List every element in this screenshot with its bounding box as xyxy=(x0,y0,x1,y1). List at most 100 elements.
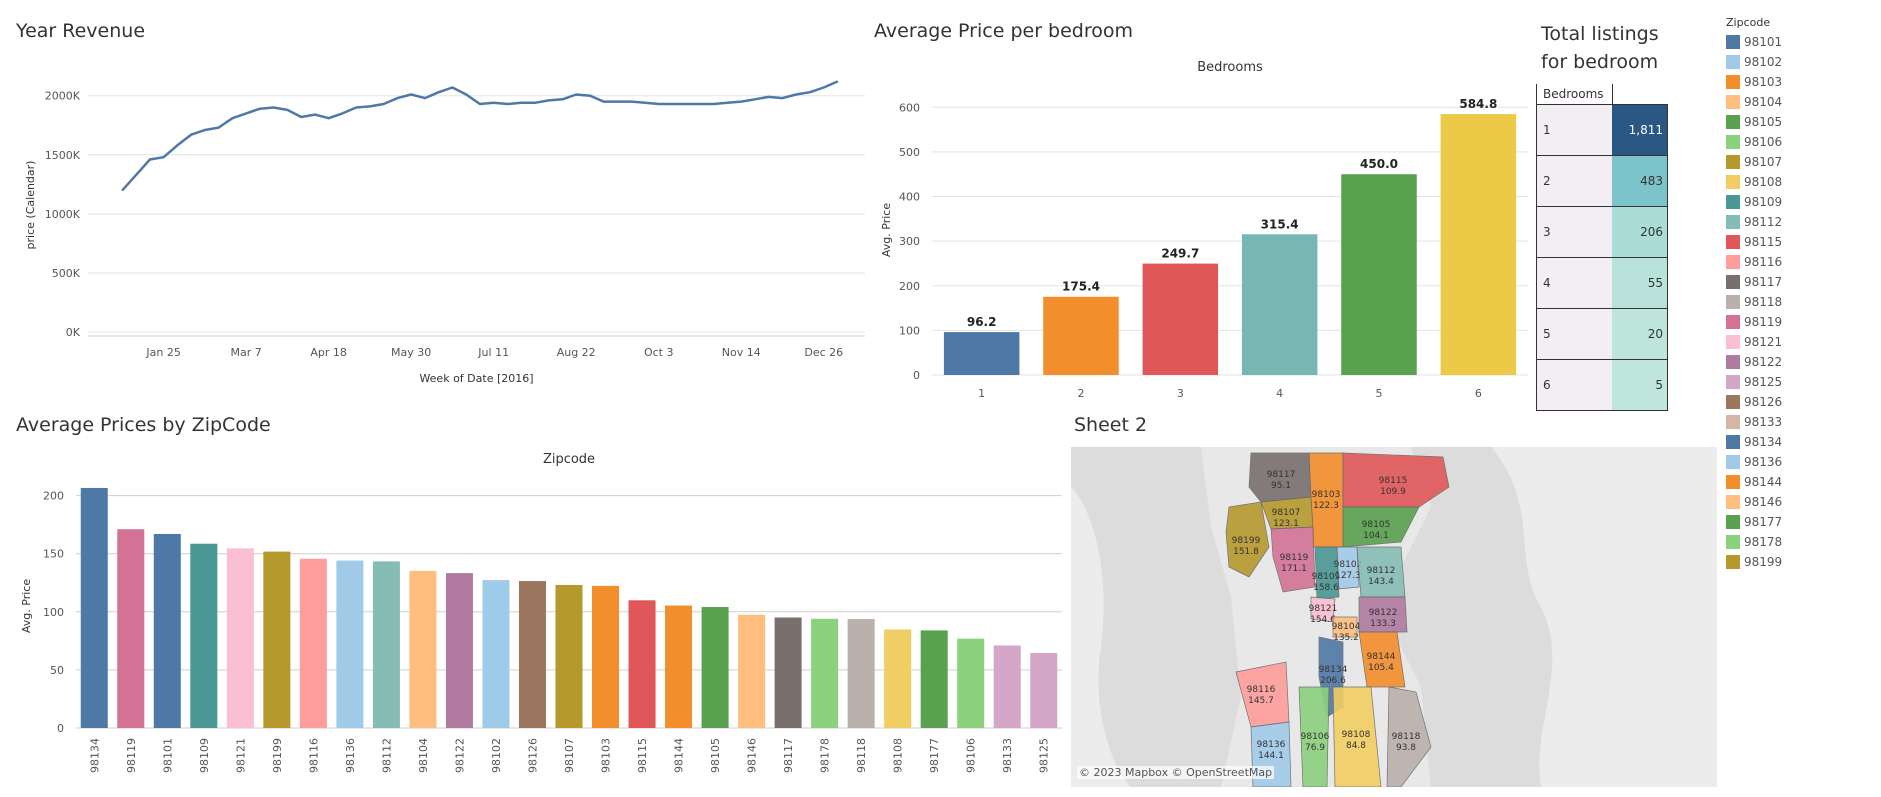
legend-item[interactable]: 98146 xyxy=(1726,492,1782,512)
zip-region[interactable] xyxy=(1225,501,1270,578)
revenue-point xyxy=(451,86,454,89)
zip-region-value: 151.8 xyxy=(1233,547,1259,557)
zip-region-value: 127.3 xyxy=(1335,571,1361,581)
revenue-point xyxy=(602,100,605,103)
legend-item[interactable]: 98109 xyxy=(1726,192,1782,212)
zip-bar xyxy=(920,630,948,728)
legend-item[interactable]: 98118 xyxy=(1726,292,1782,312)
legend-item[interactable]: 98121 xyxy=(1726,332,1782,352)
y-axis-label: Avg. Price xyxy=(880,203,893,257)
legend-item[interactable]: 98106 xyxy=(1726,132,1782,152)
legend-item[interactable]: 98108 xyxy=(1726,172,1782,192)
bedroom-bar xyxy=(943,332,1020,375)
bar-value-label: 96.2 xyxy=(967,315,997,329)
legend-item[interactable]: 98103 xyxy=(1726,72,1782,92)
listings-row: 1 1,811 xyxy=(1536,104,1668,156)
zip-region-value: 145.7 xyxy=(1248,696,1274,706)
listings-bedrooms-cell: 2 xyxy=(1536,155,1612,207)
total-listings-title: Total listings for bedroom xyxy=(1541,20,1659,76)
listings-count-cell: 20 xyxy=(1612,308,1668,360)
x-tick-label: 98107 xyxy=(563,738,576,773)
legend-label: 98121 xyxy=(1744,335,1783,349)
zip-region[interactable] xyxy=(1342,506,1420,548)
zip-bar xyxy=(117,529,145,728)
legend-label: 98177 xyxy=(1744,515,1783,529)
legend-item[interactable]: 98119 xyxy=(1726,312,1782,332)
avg-price-zip-title: Average Prices by ZipCode xyxy=(16,414,271,436)
legend-item[interactable]: 98101 xyxy=(1726,32,1782,52)
legend-item[interactable]: 98126 xyxy=(1726,392,1782,412)
zip-region[interactable] xyxy=(1314,546,1340,600)
legend-item[interactable]: 98102 xyxy=(1726,52,1782,72)
legend-label: 98103 xyxy=(1744,75,1783,89)
revenue-point xyxy=(135,174,137,176)
zip-region[interactable] xyxy=(1270,526,1316,593)
legend-swatch xyxy=(1726,375,1740,389)
y-tick-label: 200 xyxy=(43,490,64,503)
zip-bar xyxy=(555,584,583,728)
y-tick-label: 2000K xyxy=(45,90,81,103)
zip-region[interactable] xyxy=(1332,616,1358,638)
x-tick-label: 98106 xyxy=(965,738,978,773)
revenue-point xyxy=(176,144,179,147)
legend-item[interactable]: 98122 xyxy=(1726,352,1782,372)
zip-region[interactable] xyxy=(1358,631,1406,688)
legend-item[interactable]: 98177 xyxy=(1726,512,1782,532)
x-tick-label: 4 xyxy=(1276,387,1283,400)
zip-region[interactable] xyxy=(1336,546,1360,590)
listings-bedrooms-cell: 3 xyxy=(1536,206,1612,258)
y-tick-label: 500K xyxy=(52,267,81,280)
zip-bar xyxy=(190,543,218,728)
legend-item[interactable]: 98105 xyxy=(1726,112,1782,132)
legend-item[interactable]: 98104 xyxy=(1726,92,1782,112)
zip-region-value: 143.4 xyxy=(1368,577,1394,587)
zip-region-label: 98144 xyxy=(1367,652,1396,662)
legend-item[interactable]: 98117 xyxy=(1726,272,1782,292)
revenue-point xyxy=(547,99,550,102)
x-tick-label: 98134 xyxy=(88,738,101,773)
avg-price-bedroom-chart: Bedrooms 0 100 200 300 400 500 600 Avg. Price 96.… xyxy=(880,60,1528,400)
x-tick-label: May 30 xyxy=(391,346,431,359)
legend-item[interactable]: 98112 xyxy=(1726,212,1782,232)
zip-region-label: 98117 xyxy=(1267,470,1296,480)
y-axis-label: price (Calendar) xyxy=(24,161,37,250)
legend-item[interactable]: 98178 xyxy=(1726,532,1782,552)
legend-label: 98101 xyxy=(1744,35,1783,49)
total-listings-title-line2: for bedroom xyxy=(1541,51,1659,73)
bar-value-label: 584.8 xyxy=(1459,97,1497,111)
legend-item[interactable]: 98133 xyxy=(1726,412,1782,432)
y-tick-label: 400 xyxy=(899,191,920,204)
x-tick-label: 98126 xyxy=(526,738,539,773)
revenue-point xyxy=(671,103,674,105)
year-revenue-chart: 0K 500K 1000K 1500K 2000K Jan 25 Mar 7 Apr 18 Ma… xyxy=(24,80,865,385)
revenue-point xyxy=(561,98,564,101)
revenue-point xyxy=(369,105,371,108)
legend-item[interactable]: 98134 xyxy=(1726,432,1782,452)
legend-label: 98178 xyxy=(1744,535,1783,549)
x-tick-label: Apr 18 xyxy=(310,346,347,359)
legend-item[interactable]: 98144 xyxy=(1726,472,1782,492)
zip-region[interactable] xyxy=(1358,596,1408,633)
bedrooms-header: Bedrooms xyxy=(1197,60,1263,75)
legend-item[interactable]: 98125 xyxy=(1726,372,1782,392)
zipcode-map[interactable]: 98117 95.1 98103 122.3 98115 109.9 98107 123.1 9… xyxy=(1071,447,1717,788)
legend-swatch xyxy=(1726,395,1740,409)
legend-item[interactable]: 98116 xyxy=(1726,252,1782,272)
revenue-point xyxy=(272,106,275,109)
listings-header-blank xyxy=(1611,84,1668,105)
legend-item[interactable]: 98115 xyxy=(1726,232,1782,252)
zip-region[interactable] xyxy=(1386,686,1432,788)
total-listings-table: Bedrooms 1 1,811 2 483 3 206 4 55 5 20 6 5 xyxy=(1536,84,1668,411)
x-tick-label: 98102 xyxy=(490,738,503,773)
zip-region[interactable] xyxy=(1308,452,1344,548)
zip-region[interactable] xyxy=(1342,452,1450,508)
y-tick-label: 50 xyxy=(50,664,64,677)
legend-item[interactable]: 98107 xyxy=(1726,152,1782,172)
legend-item[interactable]: 98199 xyxy=(1726,552,1782,572)
revenue-point xyxy=(795,93,798,96)
zip-region-label: 98115 xyxy=(1379,476,1408,486)
zip-region-value: 206.6 xyxy=(1320,676,1346,686)
legend-label: 98116 xyxy=(1744,255,1783,269)
legend-item[interactable]: 98136 xyxy=(1726,452,1782,472)
